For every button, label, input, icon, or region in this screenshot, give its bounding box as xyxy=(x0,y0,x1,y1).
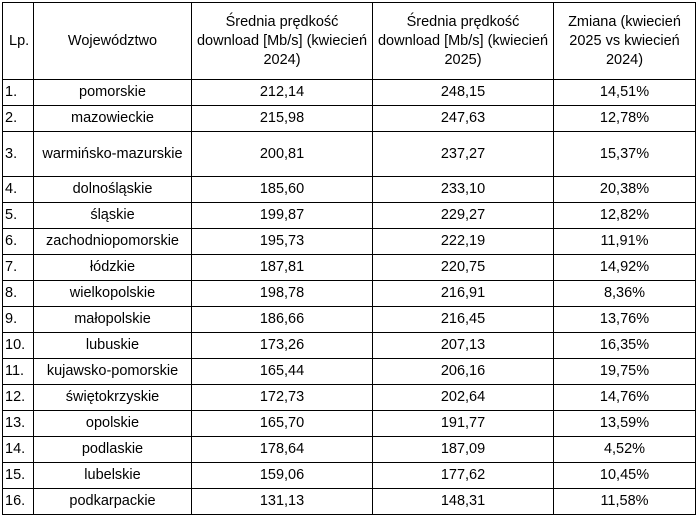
table-row: 13. opolskie 165,70 191,77 13,59% xyxy=(2,410,696,437)
table-row: 8. wielkopolskie 198,78 216,91 8,36% xyxy=(2,280,696,307)
row-lp: 15. xyxy=(2,462,34,489)
table-row: 14. podlaskie 178,64 187,09 4,52% xyxy=(2,436,696,463)
header-row: Lp. Województwo Średnia prędkość downloa… xyxy=(2,2,696,80)
row-change: 4,52% xyxy=(553,436,696,463)
row-speed-2025: 237,27 xyxy=(372,131,554,177)
row-speed-2025: 222,19 xyxy=(372,228,554,255)
row-speed-2024: 185,60 xyxy=(191,176,373,203)
row-speed-2025: 248,15 xyxy=(372,79,554,106)
table-row: 4. dolnośląskie 185,60 233,10 20,38% xyxy=(2,176,696,203)
row-change: 19,75% xyxy=(553,358,696,385)
row-lp: 1. xyxy=(2,79,34,106)
table-body: 1. pomorskie 212,14 248,15 14,51% 2. mazowieck… xyxy=(2,79,696,515)
row-wojewodztwo: łódzkie xyxy=(33,254,192,281)
row-change: 10,45% xyxy=(553,462,696,489)
row-speed-2024: 195,73 xyxy=(191,228,373,255)
table-row: 11. kujawsko-pomorskie 165,44 206,16 19,75% xyxy=(2,358,696,385)
row-change: 14,92% xyxy=(553,254,696,281)
row-wojewodztwo: kujawsko-pomorskie xyxy=(33,358,192,385)
row-speed-2024: 178,64 xyxy=(191,436,373,463)
row-lp: 4. xyxy=(2,176,34,203)
header-speed-2024: Średnia prędkość download [Mb/s] (kwieci… xyxy=(191,2,373,80)
row-speed-2025: 187,09 xyxy=(372,436,554,463)
row-speed-2025: 202,64 xyxy=(372,384,554,411)
row-wojewodztwo: śląskie xyxy=(33,202,192,229)
row-speed-2024: 172,73 xyxy=(191,384,373,411)
row-speed-2024: 215,98 xyxy=(191,105,373,132)
row-speed-2025: 177,62 xyxy=(372,462,554,489)
row-speed-2025: 207,13 xyxy=(372,332,554,359)
header-lp: Lp. xyxy=(2,2,34,80)
row-speed-2025: 216,45 xyxy=(372,306,554,333)
header-change: Zmiana (kwiecień 2025 vs kwiecień 2024) xyxy=(553,2,696,80)
row-lp: 12. xyxy=(2,384,34,411)
row-speed-2025: 216,91 xyxy=(372,280,554,307)
header-wojewodztwo: Województwo xyxy=(33,2,192,80)
row-wojewodztwo: pomorskie xyxy=(33,79,192,106)
row-speed-2025: 247,63 xyxy=(372,105,554,132)
row-speed-2025: 206,16 xyxy=(372,358,554,385)
row-lp: 11. xyxy=(2,358,34,385)
table-row: 15. lubelskie 159,06 177,62 10,45% xyxy=(2,462,696,489)
row-change: 11,91% xyxy=(553,228,696,255)
row-change: 14,51% xyxy=(553,79,696,106)
row-speed-2025: 191,77 xyxy=(372,410,554,437)
row-wojewodztwo: zachodniopomorskie xyxy=(33,228,192,255)
row-lp: 7. xyxy=(2,254,34,281)
row-wojewodztwo: warmińsko-mazurskie xyxy=(33,131,192,177)
row-speed-2024: 187,81 xyxy=(191,254,373,281)
table-row: 12. świętokrzyskie 172,73 202,64 14,76% xyxy=(2,384,696,411)
table-row: 10. lubuskie 173,26 207,13 16,35% xyxy=(2,332,696,359)
row-lp: 9. xyxy=(2,306,34,333)
row-speed-2024: 200,81 xyxy=(191,131,373,177)
row-change: 12,82% xyxy=(553,202,696,229)
row-speed-2024: 199,87 xyxy=(191,202,373,229)
table-row: 9. małopolskie 186,66 216,45 13,76% xyxy=(2,306,696,333)
row-lp: 8. xyxy=(2,280,34,307)
table-row: 1. pomorskie 212,14 248,15 14,51% xyxy=(2,79,696,106)
row-speed-2024: 186,66 xyxy=(191,306,373,333)
row-change: 14,76% xyxy=(553,384,696,411)
table-row: 3. warmińsko-mazurskie 200,81 237,27 15,37% xyxy=(2,131,696,177)
row-speed-2024: 198,78 xyxy=(191,280,373,307)
header-speed-2025: Średnia prędkość download [Mb/s] (kwieci… xyxy=(372,2,554,80)
row-speed-2024: 212,14 xyxy=(191,79,373,106)
row-wojewodztwo: dolnośląskie xyxy=(33,176,192,203)
table-row: 5. śląskie 199,87 229,27 12,82% xyxy=(2,202,696,229)
row-change: 15,37% xyxy=(553,131,696,177)
table-row: 2. mazowieckie 215,98 247,63 12,78% xyxy=(2,105,696,132)
row-speed-2024: 159,06 xyxy=(191,462,373,489)
row-change: 13,76% xyxy=(553,306,696,333)
row-speed-2025: 220,75 xyxy=(372,254,554,281)
row-change: 13,59% xyxy=(553,410,696,437)
row-wojewodztwo: małopolskie xyxy=(33,306,192,333)
row-change: 20,38% xyxy=(553,176,696,203)
row-lp: 3. xyxy=(2,131,34,177)
row-lp: 2. xyxy=(2,105,34,132)
row-wojewodztwo: lubelskie xyxy=(33,462,192,489)
row-wojewodztwo: opolskie xyxy=(33,410,192,437)
table-row: 7. łódzkie 187,81 220,75 14,92% xyxy=(2,254,696,281)
table-row: 6. zachodniopomorskie 195,73 222,19 11,91% xyxy=(2,228,696,255)
row-wojewodztwo: świętokrzyskie xyxy=(33,384,192,411)
row-wojewodztwo: lubuskie xyxy=(33,332,192,359)
row-lp: 13. xyxy=(2,410,34,437)
row-speed-2024: 173,26 xyxy=(191,332,373,359)
row-speed-2024: 165,70 xyxy=(191,410,373,437)
row-lp: 5. xyxy=(2,202,34,229)
row-change: 8,36% xyxy=(553,280,696,307)
row-lp: 6. xyxy=(2,228,34,255)
row-lp: 10. xyxy=(2,332,34,359)
row-lp: 14. xyxy=(2,436,34,463)
row-wojewodztwo: podlaskie xyxy=(33,436,192,463)
row-change: 12,78% xyxy=(553,105,696,132)
row-change: 16,35% xyxy=(553,332,696,359)
row-speed-2024: 165,44 xyxy=(191,358,373,385)
row-speed-2025: 233,10 xyxy=(372,176,554,203)
row-wojewodztwo: wielkopolskie xyxy=(33,280,192,307)
row-speed-2025: 229,27 xyxy=(372,202,554,229)
row-wojewodztwo: mazowieckie xyxy=(33,105,192,132)
